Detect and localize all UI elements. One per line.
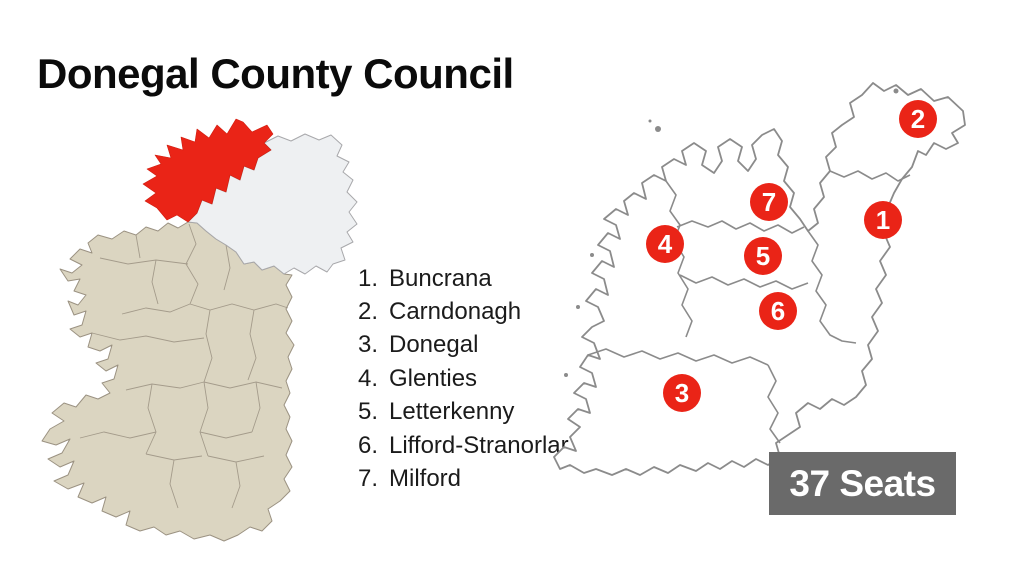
marker-label: 3 bbox=[675, 378, 689, 408]
marker-label: 7 bbox=[762, 187, 776, 217]
legend-item: 7. Milford bbox=[358, 462, 569, 495]
islet bbox=[564, 373, 568, 377]
seats-badge: 37 Seats bbox=[769, 452, 956, 515]
legend-item-name: Milford bbox=[389, 465, 462, 493]
map-marker: 6 bbox=[759, 292, 797, 330]
marker-label: 5 bbox=[756, 241, 770, 271]
legend-item: 1. Buncrana bbox=[358, 262, 569, 295]
legend-item: 2. Carndonagh bbox=[358, 295, 569, 328]
legend-item: 3. Donegal bbox=[358, 329, 569, 362]
legend-item-number: 5. bbox=[358, 398, 379, 426]
marker-circle bbox=[759, 292, 797, 330]
legend-item-number: 7. bbox=[358, 465, 379, 493]
legend-item-number: 3. bbox=[358, 331, 379, 359]
marker-circle bbox=[864, 201, 902, 239]
map-marker: 4 bbox=[646, 225, 684, 263]
marker-circle bbox=[899, 100, 937, 138]
donegal-detail-map: 1 2 3 4 56 7 bbox=[553, 82, 966, 476]
islet bbox=[648, 119, 652, 123]
map-marker: 2 bbox=[899, 100, 937, 138]
marker-label: 1 bbox=[876, 205, 890, 235]
legend-item-name: Carndonagh bbox=[389, 298, 522, 326]
electoral-area-legend: 1. Buncrana 2. Carndonagh 3. Donegal 4. Glen… bbox=[358, 262, 569, 496]
county-borders bbox=[79, 223, 289, 509]
map-marker: 1 bbox=[864, 201, 902, 239]
republic-shape bbox=[41, 221, 295, 542]
islet bbox=[893, 88, 899, 94]
donegal-coastline bbox=[553, 82, 966, 476]
legend-item-number: 6. bbox=[358, 431, 379, 459]
islet bbox=[590, 253, 594, 257]
marker-label: 2 bbox=[911, 104, 925, 134]
electoral-boundaries bbox=[587, 170, 911, 444]
marker-label: 4 bbox=[658, 229, 673, 259]
detail-map-markers: 1 2 3 4 56 7 bbox=[646, 100, 937, 412]
marker-circle bbox=[646, 225, 684, 263]
legend-item: 4. Glenties bbox=[358, 362, 569, 395]
map-marker: 7 bbox=[750, 183, 788, 221]
islet bbox=[655, 126, 661, 132]
map-marker: 3 bbox=[663, 374, 701, 412]
marker-circle bbox=[750, 183, 788, 221]
legend-item: 5. Letterkenny bbox=[358, 396, 569, 429]
marker-label: 6 bbox=[771, 296, 785, 326]
map-marker: 5 bbox=[744, 237, 782, 275]
islet bbox=[576, 305, 580, 309]
donegal-highlight bbox=[142, 118, 274, 223]
legend-item-name: Buncrana bbox=[389, 264, 492, 292]
legend-item: 6. Lifford-Stranorlar bbox=[358, 429, 569, 462]
legend-item-number: 2. bbox=[358, 298, 379, 326]
legend-item-name: Glenties bbox=[389, 364, 478, 392]
legend-item-name: Lifford-Stranorlar bbox=[389, 431, 569, 459]
legend-item-name: Letterkenny bbox=[389, 398, 515, 426]
legend-item-number: 4. bbox=[358, 364, 379, 392]
page-title: Donegal County Council bbox=[37, 50, 514, 97]
legend-item-number: 1. bbox=[358, 264, 379, 292]
ireland-locator-map bbox=[41, 118, 358, 542]
legend-item-name: Donegal bbox=[389, 331, 479, 359]
marker-circle bbox=[663, 374, 701, 412]
marker-circle bbox=[744, 237, 782, 275]
